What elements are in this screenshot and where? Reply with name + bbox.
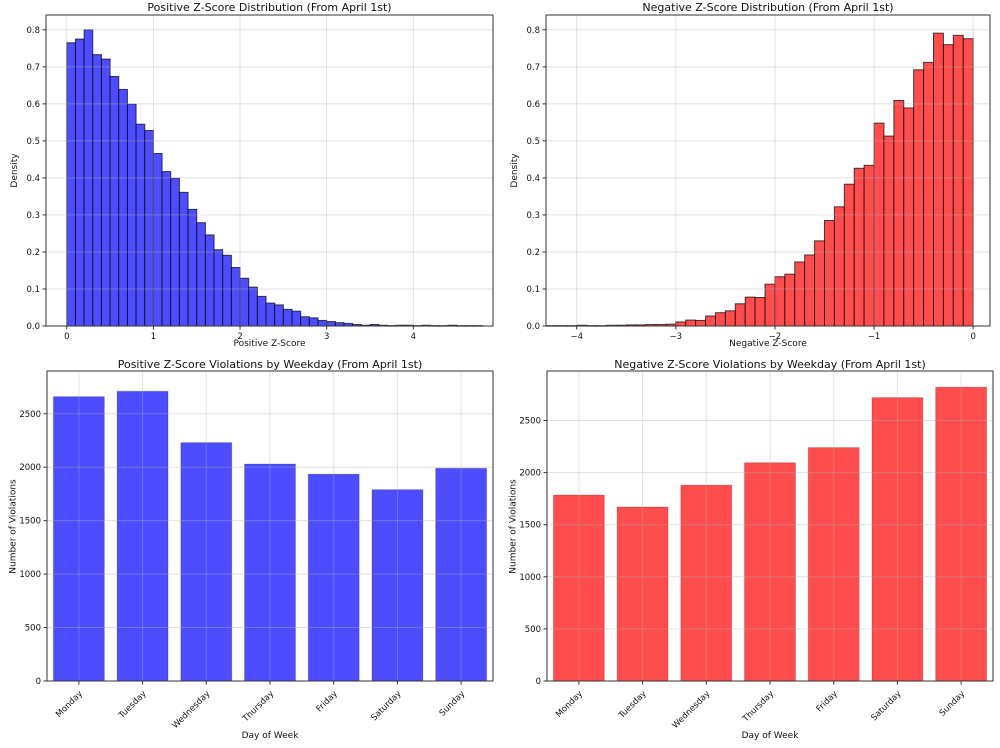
svg-text:0.0: 0.0 xyxy=(526,322,540,332)
plot-canvas: −4 −3 −2 −1 0 0.0 0.1 0.2 0.3 0.4 0.5 0.6 0.7 0.8 xyxy=(526,14,991,342)
svg-text:0.5: 0.5 xyxy=(526,137,540,147)
svg-text:0.3: 0.3 xyxy=(526,211,540,221)
svg-text:4: 4 xyxy=(411,332,416,342)
svg-text:3: 3 xyxy=(324,332,329,342)
svg-text:2500: 2500 xyxy=(19,410,41,420)
svg-text:Wednesday: Wednesday xyxy=(171,689,213,731)
y-axis-label: Number of Violations xyxy=(8,479,19,574)
svg-text:Saturday: Saturday xyxy=(369,689,403,723)
svg-text:0.3: 0.3 xyxy=(26,211,40,221)
svg-text:−1: −1 xyxy=(868,332,881,342)
svg-text:Thursday: Thursday xyxy=(740,689,776,725)
svg-text:0: 0 xyxy=(36,677,41,687)
svg-text:0.4: 0.4 xyxy=(26,174,40,184)
svg-text:0.7: 0.7 xyxy=(26,63,40,73)
svg-text:0.7: 0.7 xyxy=(526,63,540,73)
svg-text:0.2: 0.2 xyxy=(26,248,40,258)
svg-text:Friday: Friday xyxy=(815,689,840,714)
svg-text:Sunday: Sunday xyxy=(938,689,968,719)
chart-title: Negative Z-Score Violations by Weekday (… xyxy=(614,358,926,371)
svg-text:Tuesday: Tuesday xyxy=(116,689,148,721)
svg-text:500: 500 xyxy=(25,624,41,634)
positive-violations-by-weekday-subplot: Monday Tuesday Wednesday Thursday Friday Satu… xyxy=(0,358,500,748)
y-axis-label: Number of Violations xyxy=(508,479,519,574)
svg-text:2500: 2500 xyxy=(519,416,541,426)
svg-text:Monday: Monday xyxy=(54,689,85,720)
svg-text:0.6: 0.6 xyxy=(26,100,40,110)
svg-text:1000: 1000 xyxy=(519,573,541,583)
negative-zscore-distribution-subplot: −4 −3 −2 −1 0 0.0 0.1 0.2 0.3 0.4 0.5 0.6 0.7 0.8 Neg… xyxy=(500,0,1000,358)
y-axis-label: Density xyxy=(10,153,20,188)
svg-text:500: 500 xyxy=(525,625,541,635)
svg-text:0.4: 0.4 xyxy=(526,174,540,184)
svg-text:Saturday: Saturday xyxy=(869,689,903,723)
svg-text:0.0: 0.0 xyxy=(26,322,40,332)
svg-text:0: 0 xyxy=(64,332,69,342)
svg-text:−4: −4 xyxy=(570,332,583,342)
svg-text:2000: 2000 xyxy=(19,463,41,473)
svg-text:0.1: 0.1 xyxy=(26,285,40,295)
plot-canvas: 0 1 2 3 4 0.0 0.1 0.2 0.3 0.4 0.5 0.6 0.7 0.8 xyxy=(26,14,494,342)
plot-canvas: Monday Tuesday Wednesday Thursday Friday Satu… xyxy=(19,370,494,731)
positive-zscore-distribution-subplot: 0 1 2 3 4 0.0 0.1 0.2 0.3 0.4 0.5 0.6 0.7 0.8 Positiv… xyxy=(0,0,500,358)
svg-text:Wednesday: Wednesday xyxy=(671,689,713,731)
svg-text:0.1: 0.1 xyxy=(526,285,540,295)
svg-text:0.8: 0.8 xyxy=(26,26,40,36)
svg-text:0.8: 0.8 xyxy=(526,26,540,36)
svg-text:−3: −3 xyxy=(670,332,683,342)
chart-title: Positive Z-Score Distribution (From Apri… xyxy=(147,1,392,14)
chart-title: Negative Z-Score Distribution (From Apri… xyxy=(642,1,894,14)
svg-text:Friday: Friday xyxy=(315,689,340,714)
svg-text:0.6: 0.6 xyxy=(526,100,540,110)
svg-text:0.2: 0.2 xyxy=(526,248,540,258)
svg-text:1500: 1500 xyxy=(519,521,541,531)
svg-text:Tuesday: Tuesday xyxy=(616,689,648,721)
negative-violations-by-weekday-subplot: Monday Tuesday Wednesday Thursday Friday Satu… xyxy=(500,358,1000,748)
x-axis-label: Day of Week xyxy=(741,731,799,741)
svg-text:2: 2 xyxy=(237,332,242,342)
svg-text:Sunday: Sunday xyxy=(438,689,468,719)
svg-text:−2: −2 xyxy=(769,332,782,342)
x-axis-label: Positive Z-Score xyxy=(233,339,306,349)
x-axis-label: Day of Week xyxy=(241,731,299,741)
plot-canvas: Monday Tuesday Wednesday Thursday Friday Satu… xyxy=(519,370,994,731)
svg-text:0.5: 0.5 xyxy=(26,137,40,147)
svg-text:Monday: Monday xyxy=(554,689,585,720)
y-axis-label: Density xyxy=(510,153,520,188)
svg-text:2000: 2000 xyxy=(519,469,541,479)
svg-text:1: 1 xyxy=(151,332,156,342)
svg-text:0: 0 xyxy=(970,332,975,342)
svg-text:Thursday: Thursday xyxy=(240,689,276,725)
x-axis-label: Negative Z-Score xyxy=(729,339,807,349)
chart-title: Positive Z-Score Violations by Weekday (… xyxy=(117,358,423,371)
svg-text:0: 0 xyxy=(536,677,541,687)
svg-text:1000: 1000 xyxy=(19,570,41,580)
svg-text:1500: 1500 xyxy=(19,517,41,527)
